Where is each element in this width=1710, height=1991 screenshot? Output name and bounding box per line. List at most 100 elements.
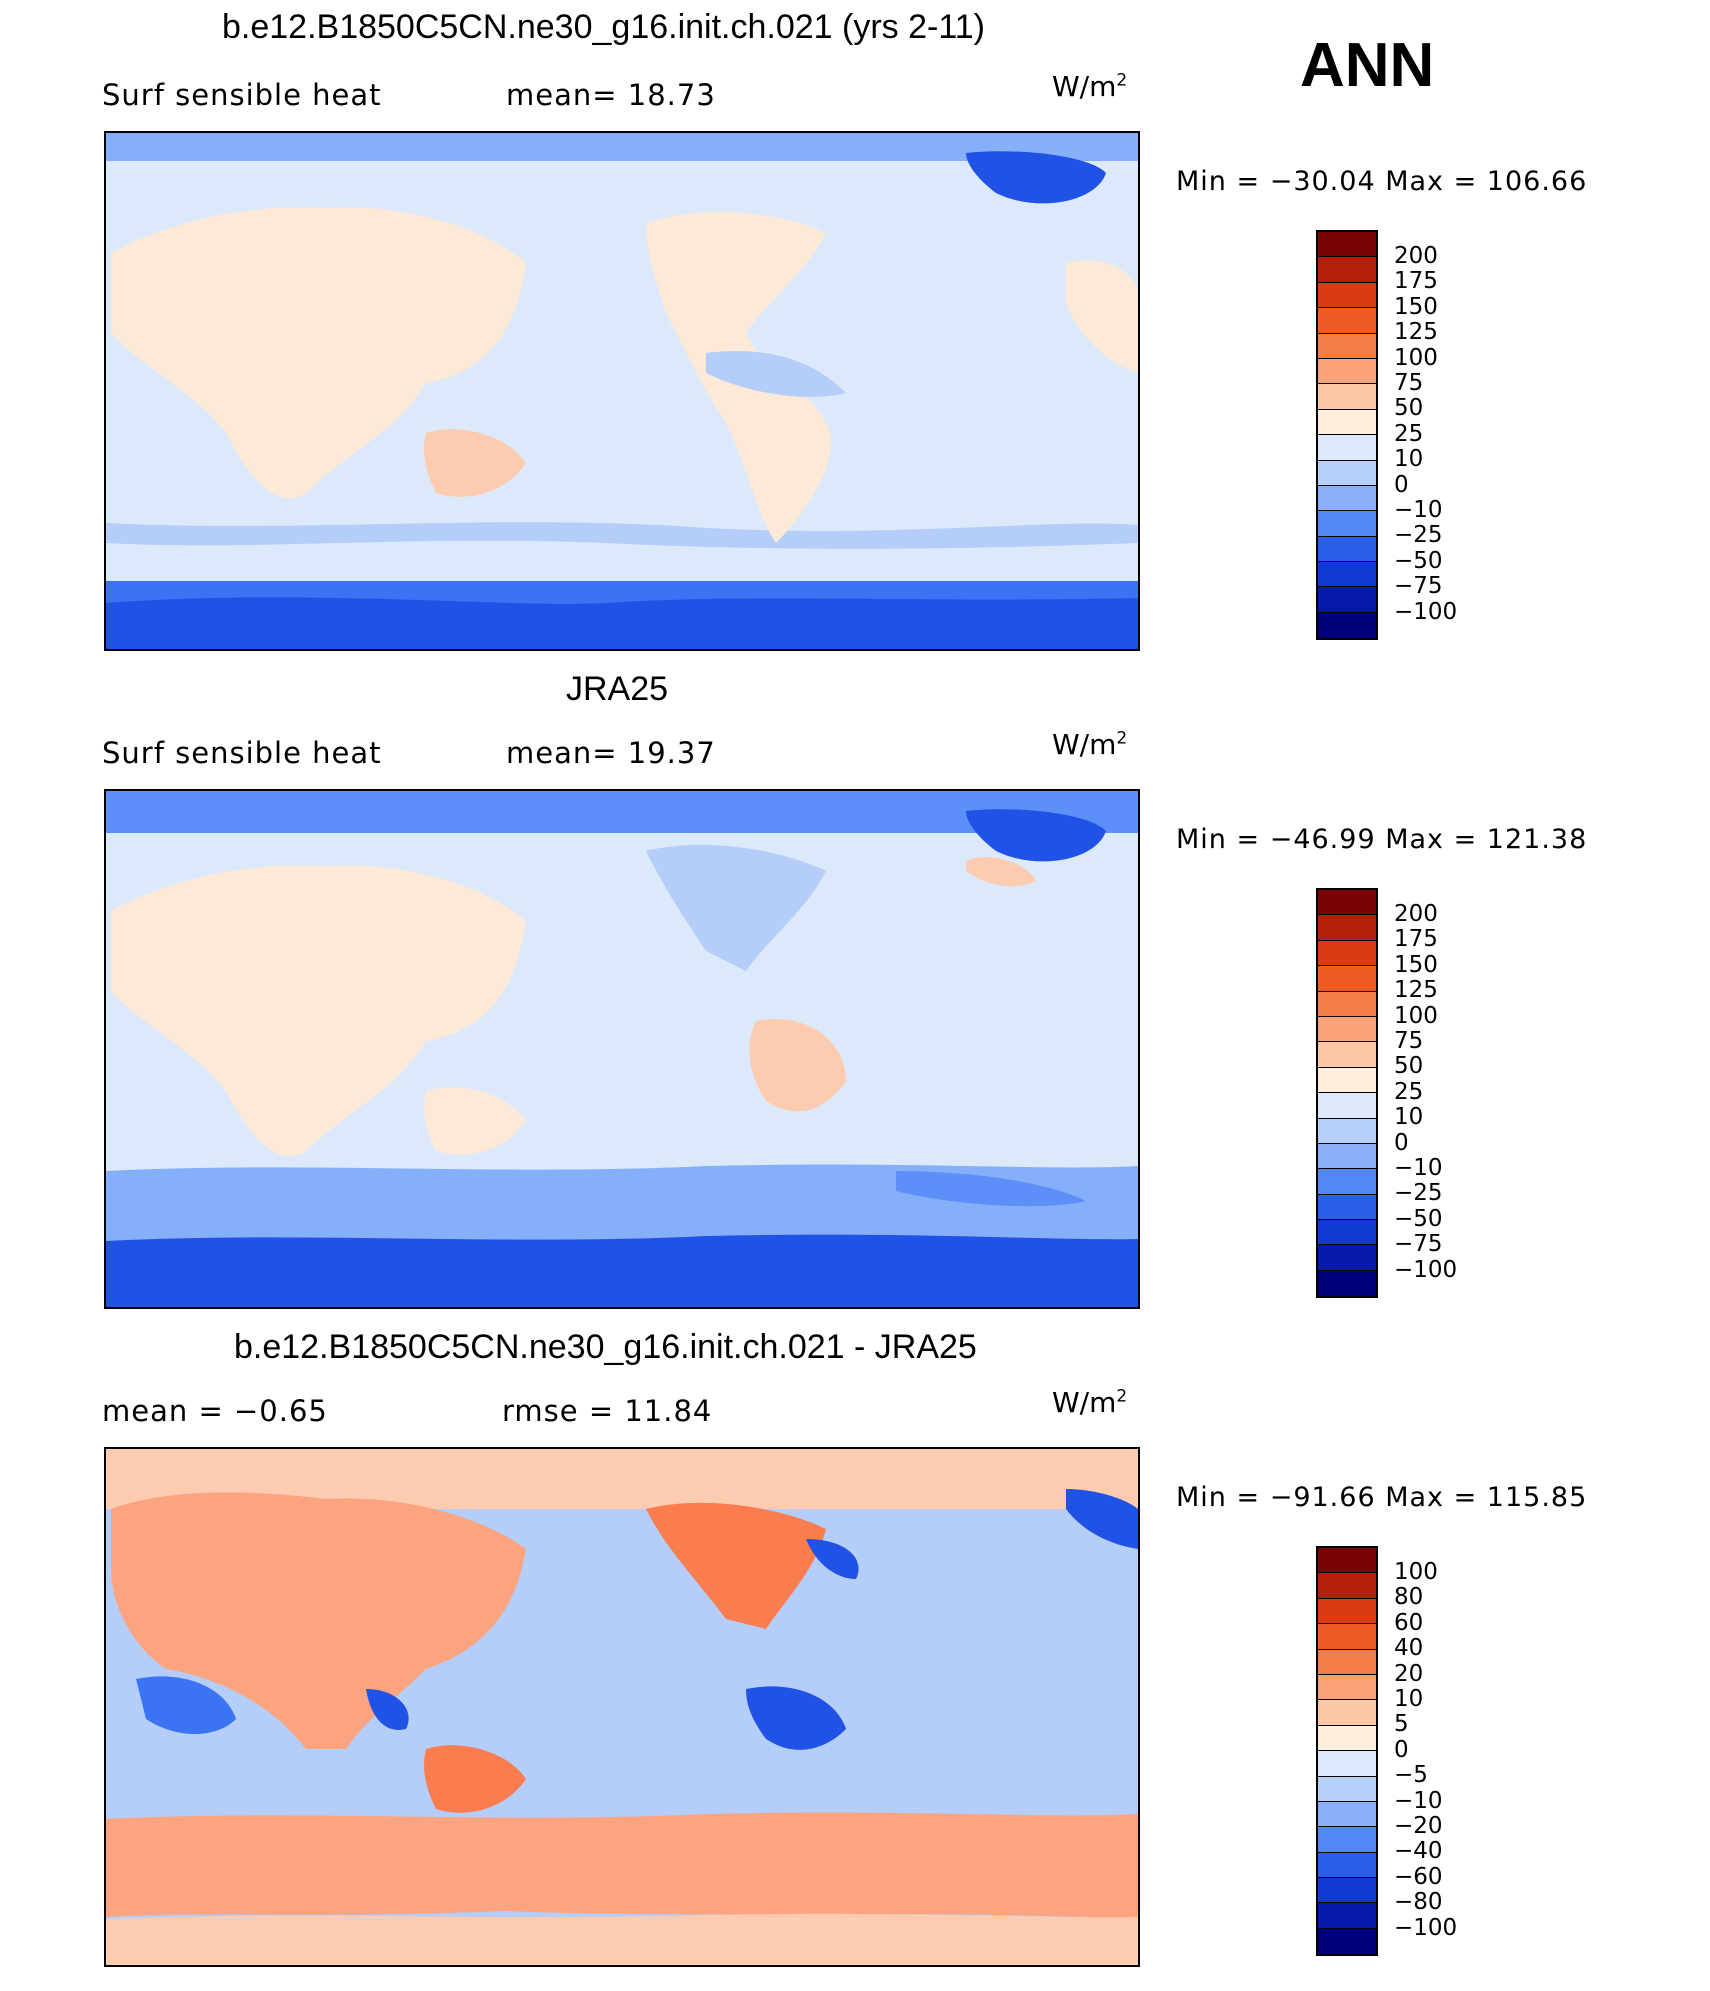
panel-2-units-text: W/m <box>1052 728 1117 761</box>
colorbar-level-label: 200 <box>1394 243 1438 269</box>
colorbar-segment <box>1318 1016 1376 1043</box>
panel-3-units-text: W/m <box>1052 1386 1117 1419</box>
colorbar-segment <box>1318 1903 1376 1929</box>
colorbar-level-label: 80 <box>1394 1584 1424 1611</box>
colorbar-level-label: 60 <box>1394 1609 1424 1636</box>
colorbar-segment <box>1318 1093 1376 1119</box>
panel-2-variable-label: Surf sensible heat <box>102 736 382 770</box>
season-label: ANN <box>1300 31 1435 100</box>
colorbar-level-label: 0 <box>1394 1129 1409 1156</box>
colorbar-segment <box>1318 1270 1376 1297</box>
colorbar-segment <box>1318 1725 1376 1752</box>
panel-2-title: JRA25 <box>566 670 669 708</box>
colorbar-level-label: 200 <box>1394 901 1438 927</box>
panel-2-units: W/m2 <box>1052 728 1127 761</box>
colorbar-level-label: −25 <box>1394 1180 1443 1207</box>
colorbar-segment <box>1318 1751 1376 1777</box>
panel-1-map <box>104 131 1140 651</box>
colorbar-segment <box>1318 1143 1376 1170</box>
colorbar-level-label: 0 <box>1394 471 1409 498</box>
panel-1-units: W/m2 <box>1052 70 1127 103</box>
colorbar-level-label: 75 <box>1394 1028 1424 1054</box>
colorbar-segment <box>1318 612 1376 639</box>
colorbar-segment <box>1318 587 1376 613</box>
panel-1-title: b.e12.B1850C5CN.ne30_g16.init.ch.021 (yr… <box>222 8 985 46</box>
colorbar-level-label: 125 <box>1394 977 1438 1004</box>
panel-3-minmax: Min = −91.66 Max = 115.85 <box>1176 1482 1588 1513</box>
colorbar-level-label: 25 <box>1394 420 1424 447</box>
colorbar-segment <box>1318 1067 1376 1094</box>
colorbar-level-label: 20 <box>1394 1660 1424 1687</box>
colorbar-segment <box>1318 485 1376 512</box>
colorbar-segment <box>1318 562 1376 588</box>
colorbar-level-label: 150 <box>1394 951 1438 978</box>
colorbar-segment <box>1318 1598 1376 1625</box>
colorbar-segment <box>1318 1928 1376 1955</box>
colorbar-level-label: −10 <box>1394 1155 1443 1181</box>
colorbar-level-label: −5 <box>1394 1762 1428 1789</box>
panel-3-mean-label: mean = −0.65 <box>102 1394 328 1428</box>
colorbar-level-label: −100 <box>1394 598 1458 625</box>
colorbar-level-label: −50 <box>1394 547 1443 574</box>
panel-2-colorbar <box>1316 888 1378 1299</box>
panel-1-variable-label: Surf sensible heat <box>102 78 382 112</box>
colorbar-level-label: −100 <box>1394 1256 1458 1283</box>
panel-2-map <box>104 789 1140 1309</box>
colorbar-segment <box>1318 308 1376 334</box>
colorbar-level-label: 75 <box>1394 370 1424 396</box>
colorbar-segment <box>1318 1801 1376 1828</box>
panel-2-units-sup: 2 <box>1116 728 1128 749</box>
colorbar-segment <box>1318 1220 1376 1246</box>
colorbar-segment <box>1318 511 1376 537</box>
colorbar-level-label: 175 <box>1394 268 1438 295</box>
colorbar-level-label: 175 <box>1394 926 1438 953</box>
colorbar-segment <box>1318 460 1376 486</box>
colorbar-segment <box>1318 940 1376 967</box>
colorbar-segment <box>1318 1674 1376 1701</box>
colorbar-level-label: 10 <box>1394 446 1424 473</box>
colorbar-segment <box>1318 282 1376 309</box>
colorbar-level-label: 50 <box>1394 1053 1424 1080</box>
colorbar-segment <box>1318 1573 1376 1599</box>
colorbar-segment <box>1318 409 1376 436</box>
colorbar-level-label: −100 <box>1394 1914 1458 1941</box>
panel-3-colorbar <box>1316 1546 1378 1957</box>
colorbar-level-label: −75 <box>1394 1231 1443 1258</box>
colorbar-level-label: −80 <box>1394 1889 1443 1916</box>
colorbar-level-label: 100 <box>1394 1002 1438 1029</box>
colorbar-level-label: 100 <box>1394 1559 1438 1585</box>
colorbar-segment <box>1318 1878 1376 1904</box>
colorbar-segment <box>1318 966 1376 992</box>
colorbar-segment <box>1318 257 1376 283</box>
panel-1-minmax: Min = −30.04 Max = 106.66 <box>1176 166 1588 197</box>
colorbar-level-label: 0 <box>1394 1736 1409 1763</box>
panel-3-rmse-label: rmse = 11.84 <box>502 1394 713 1428</box>
colorbar-level-label: −60 <box>1394 1863 1443 1890</box>
colorbar-level-label: 10 <box>1394 1686 1424 1712</box>
colorbar-segment <box>1318 915 1376 941</box>
panel-2-minmax: Min = −46.99 Max = 121.38 <box>1176 824 1588 855</box>
colorbar-level-label: 5 <box>1394 1711 1409 1738</box>
colorbar-segment <box>1318 1548 1376 1574</box>
colorbar-level-label: 25 <box>1394 1078 1424 1105</box>
panel-3-map <box>104 1447 1140 1967</box>
colorbar-segment <box>1318 1042 1376 1068</box>
colorbar-segment <box>1318 1649 1376 1675</box>
colorbar-level-label: −25 <box>1394 522 1443 549</box>
colorbar-level-label: 150 <box>1394 293 1438 320</box>
colorbar-level-label: −40 <box>1394 1838 1443 1865</box>
colorbar-segment <box>1318 384 1376 410</box>
panel-1-colorbar <box>1316 230 1378 641</box>
colorbar-segment <box>1318 1194 1376 1221</box>
colorbar-segment <box>1318 1852 1376 1879</box>
colorbar-segment <box>1318 435 1376 461</box>
colorbar-segment <box>1318 991 1376 1017</box>
panel-1-units-sup: 2 <box>1116 70 1128 91</box>
colorbar-level-label: −50 <box>1394 1205 1443 1232</box>
colorbar-segment <box>1318 1700 1376 1726</box>
colorbar-segment <box>1318 1624 1376 1650</box>
colorbar-segment <box>1318 536 1376 563</box>
colorbar-level-label: −10 <box>1394 1787 1443 1814</box>
colorbar-segment <box>1318 1245 1376 1271</box>
colorbar-segment <box>1318 232 1376 258</box>
